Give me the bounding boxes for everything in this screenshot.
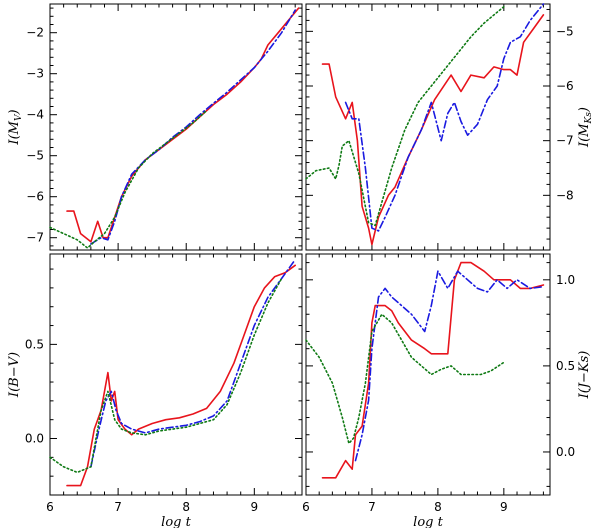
y-tick-label: −3 xyxy=(26,67,44,81)
series-red-line xyxy=(66,7,300,243)
y-tick-label: 0.5 xyxy=(25,337,44,351)
x-tick-label: 7 xyxy=(368,500,376,514)
x-tick-label: 9 xyxy=(500,500,508,514)
series-red-line xyxy=(321,261,545,479)
x-tick-label: 8 xyxy=(182,500,190,514)
plot-frame xyxy=(305,253,551,496)
y-tick-label: −2 xyxy=(26,26,44,40)
x-tick-label: 9 xyxy=(251,500,259,514)
y-tick-label: 1.0 xyxy=(556,273,575,287)
panel-jk: 6 7 8 9 log t 0.0 0.5 1.0 I(J−Ks) xyxy=(302,253,592,528)
y-tick-label: −4 xyxy=(26,108,44,122)
plot-frame xyxy=(49,3,303,251)
series-blue-line xyxy=(90,9,296,245)
series-green-line xyxy=(305,313,505,445)
y-tick-label: 0.5 xyxy=(556,359,575,373)
series-red-line xyxy=(321,14,545,246)
series-blue-line xyxy=(354,270,545,462)
y-tick-label: −5 xyxy=(556,24,574,38)
y-axis-label: I(MV) xyxy=(7,109,24,145)
series-red-line xyxy=(66,264,296,487)
plot-frame xyxy=(49,253,303,496)
series-blue-line xyxy=(90,258,296,468)
y-axis-label: I(J−Ks) xyxy=(577,351,592,400)
y-tick-label: −5 xyxy=(26,149,44,163)
y-tick-label: −7 xyxy=(26,231,44,245)
x-axis-label: log t xyxy=(413,515,443,528)
y-axis-label: I(MKs) xyxy=(577,107,594,148)
series-green-line xyxy=(49,277,283,474)
x-tick-label: 7 xyxy=(114,500,122,514)
y-tick-label: 0.0 xyxy=(556,445,575,459)
x-tick-label: 6 xyxy=(302,500,310,514)
y-tick-label: −6 xyxy=(26,190,44,204)
series-green-line xyxy=(305,5,505,227)
x-axis-label: log t xyxy=(161,515,191,528)
series-blue-line xyxy=(344,3,545,232)
y-tick-label: −6 xyxy=(556,79,574,93)
panel-bv: 6 7 8 9 log t 0.0 0.5I(B−V) xyxy=(7,253,303,528)
panel-mv: −2 −3 −4 −5 −6 −7 I(MV) xyxy=(7,3,303,251)
y-axis-label: I(B−V) xyxy=(7,352,22,398)
y-tick-label: −8 xyxy=(556,188,574,202)
y-tick-label: 0.0 xyxy=(25,432,44,446)
x-tick-label: 6 xyxy=(46,500,54,514)
panel-mk: −5 −6 −7 −8 I(MKs) xyxy=(305,3,594,251)
y-tick-label: −7 xyxy=(556,134,574,148)
x-tick-label: 8 xyxy=(434,500,442,514)
plot-frame xyxy=(305,3,551,251)
series-green-line xyxy=(49,109,208,249)
